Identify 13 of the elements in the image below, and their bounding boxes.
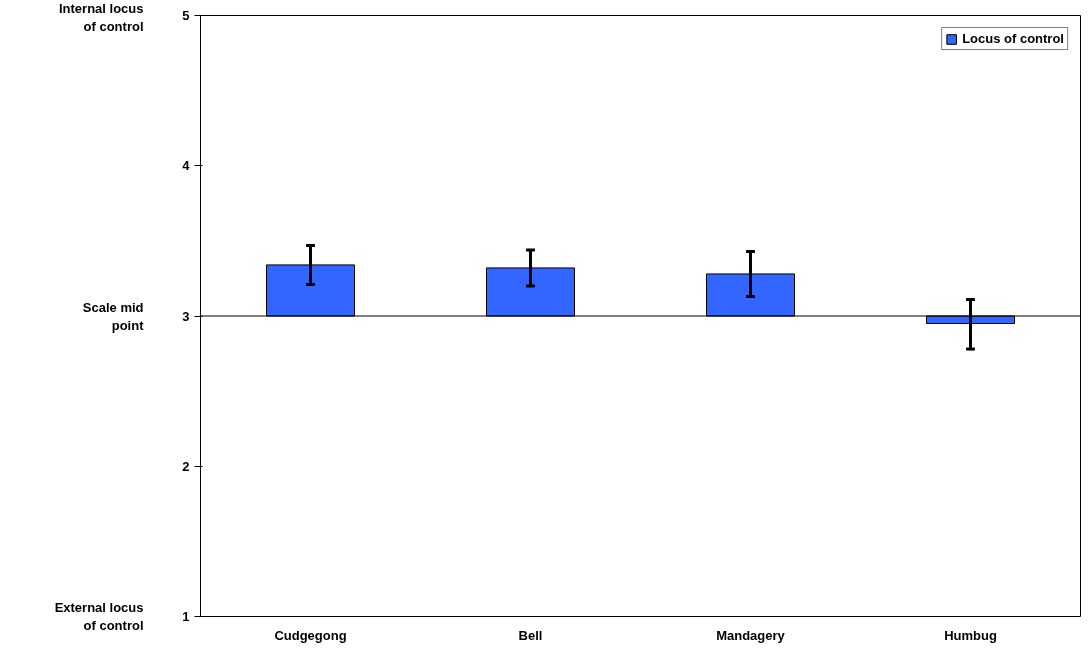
y-tick-label: 5 (182, 8, 190, 23)
text: Internal locus of control (58, 0, 144, 34)
x-tick-label: Humbug (944, 627, 997, 643)
x-tick-label: Bell (518, 627, 543, 643)
y-tick-label: 4 (182, 158, 191, 174)
x-tick-label: Mandagery (716, 627, 786, 643)
y-tick-label: 3 (182, 308, 190, 324)
text: Scale mid point (82, 299, 145, 333)
y-tick-label: 1 (182, 609, 190, 624)
legend-label: Locus of control (962, 31, 1064, 46)
text: External locus of control (54, 600, 144, 633)
y-tick-label: 2 (182, 458, 190, 474)
x-tick-label: Cudgegong (274, 627, 347, 643)
